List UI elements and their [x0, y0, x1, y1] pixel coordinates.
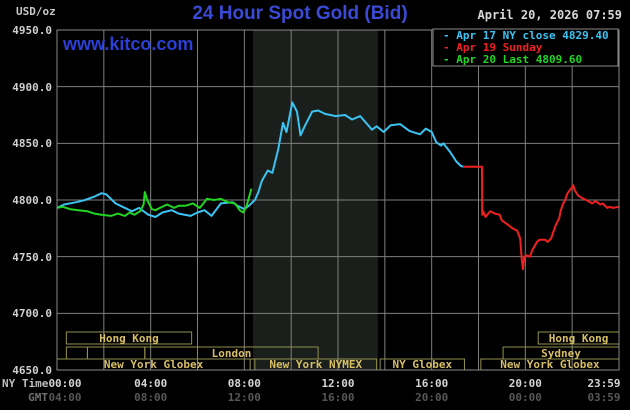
- plot-border: [56, 29, 620, 371]
- x-tick-label-gmt: 12:00: [227, 391, 261, 404]
- x-tick-label-ny: 23:59: [587, 377, 621, 390]
- series-apr19: [463, 165, 619, 271]
- x-tick-label-gmt: 00:00: [508, 391, 542, 404]
- session-label: Hong Kong: [548, 331, 609, 345]
- x-tick-label-ny: 16:00: [415, 377, 449, 390]
- x-tick-label-ny: 20:00: [508, 377, 542, 390]
- page-title: 24 Hour Spot Gold (Bid): [192, 3, 408, 24]
- session-box: [65, 346, 88, 360]
- y-tick-label: 4750.0: [12, 250, 52, 264]
- kitco-watermark-link[interactable]: www.kitco.com: [63, 34, 194, 54]
- legend-item: - Apr 17 NY close 4829.40: [443, 29, 609, 42]
- x-axis-gmt-label: GMT: [28, 391, 48, 404]
- session-label: London: [211, 346, 252, 360]
- legend-item: - Apr 20 Last 4809.60: [443, 53, 583, 66]
- session-label: New York Globex: [500, 358, 600, 371]
- session-box: [65, 331, 193, 345]
- x-tick-label-ny: 04:00: [134, 377, 168, 390]
- y-tick-label: 4950.0: [12, 24, 52, 37]
- x-tick-label-ny: 12:00: [321, 377, 355, 390]
- y-tick-label: 4900.0: [12, 80, 52, 94]
- y-tick-label: 4800.0: [12, 194, 52, 207]
- x-tick-label-gmt: 16:00: [321, 391, 355, 404]
- x-tick-label-gmt: 04:00: [48, 391, 82, 404]
- x-tick-label-gmt: 20:00: [415, 391, 449, 404]
- session-label: Hong Kong: [99, 331, 159, 345]
- series-apr20: [56, 188, 253, 217]
- session-label: Sydney: [541, 346, 581, 360]
- y-tick-label: 4700.0: [12, 307, 52, 321]
- x-tick-label-ny: 08:00: [227, 377, 261, 390]
- x-axis-ny-label: NY Time: [2, 377, 49, 390]
- session-label: New York NYMEX: [269, 358, 363, 371]
- series-apr17: [56, 101, 464, 218]
- x-tick-label-gmt: 03:59: [587, 391, 621, 404]
- session-label: New York Globex: [103, 358, 204, 371]
- y-tick-label: 4650.0: [12, 364, 52, 377]
- session-label: NY Globex: [392, 358, 453, 371]
- x-tick-label-ny: 00:00: [48, 377, 82, 390]
- legend-box: [432, 28, 619, 67]
- y-axis-unit-label: USD/oz: [16, 5, 56, 18]
- x-tick-label-gmt: 08:00: [134, 391, 168, 404]
- legend-item: - Apr 19 Sunday: [443, 41, 543, 54]
- y-tick-label: 4850.0: [12, 137, 52, 151]
- datetime-stamp: April 20, 2026 07:59: [477, 8, 623, 22]
